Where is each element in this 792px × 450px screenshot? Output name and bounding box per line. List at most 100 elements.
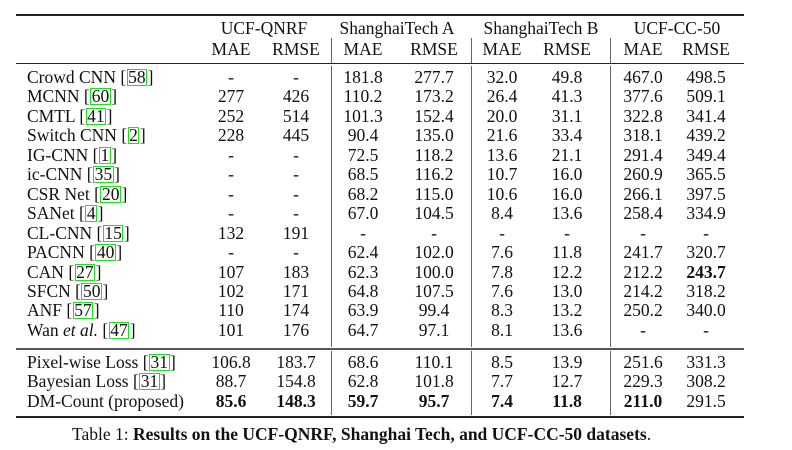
table-cell: 341.4: [686, 105, 726, 126]
table-cell: 7.6: [491, 242, 513, 263]
table-cell: -: [228, 164, 234, 185]
table-cell: 68.5: [347, 164, 379, 185]
table-cell: -: [293, 164, 299, 185]
method-label: Wan: [27, 319, 59, 340]
column-divider: [610, 351, 612, 415]
table-cell: 445: [282, 125, 310, 146]
table-cell: 68.6: [347, 352, 379, 372]
column-divider: [331, 38, 333, 63]
method-label: Bayesian Loss: [27, 371, 129, 392]
table-cell: 16.0: [551, 164, 583, 185]
table-cell: 183.7: [276, 352, 316, 372]
table-cell: 260.9: [623, 164, 663, 185]
table-cell: -: [703, 222, 709, 243]
citation-link[interactable]: 31: [139, 371, 160, 392]
citation-link[interactable]: 35: [93, 164, 114, 185]
table-cell: 116.2: [414, 164, 454, 185]
method-label: CL-CNN: [27, 222, 93, 243]
method-label: MCNN: [27, 86, 80, 107]
citation-link[interactable]: 20: [100, 183, 121, 204]
table-cell: 7.8: [491, 261, 513, 282]
method-name: MCNN [60]: [27, 86, 118, 107]
citation-link[interactable]: 15: [102, 222, 124, 243]
citation-link[interactable]: 60: [90, 86, 111, 107]
table-cell: 107: [217, 261, 245, 282]
table-cell: 104.5: [414, 203, 454, 224]
method-name: Switch CNN [2]: [27, 125, 146, 146]
table-cell: 85.6: [215, 390, 247, 411]
table-cell: 49.8: [551, 67, 583, 87]
citation-link[interactable]: 41: [85, 105, 107, 126]
table-cell: -: [293, 183, 299, 204]
table-cell: 191: [282, 222, 310, 243]
table-cell: 8.1: [491, 319, 513, 340]
table-cell: 8.3: [491, 300, 513, 321]
citation-link[interactable]: 47: [108, 319, 130, 340]
caption-text: Results on the UCF-QNRF, Shanghai Tech, …: [132, 424, 647, 444]
citation-link[interactable]: 1: [98, 144, 111, 165]
method-label: Switch CNN: [27, 125, 122, 146]
table-cell: -: [228, 67, 234, 87]
table-cell: 59.7: [347, 390, 379, 411]
citation-link[interactable]: 2: [127, 125, 140, 146]
table-cell: 334.9: [686, 203, 726, 224]
table-cell: 152.4: [414, 105, 454, 126]
table-cell: 320.7: [686, 242, 726, 263]
table-cell: 365.5: [686, 164, 726, 185]
table-cell: 33.4: [551, 125, 583, 146]
citation-link[interactable]: 31: [149, 352, 170, 372]
table-cell: 250.2: [623, 300, 663, 321]
table-cell: 331.3: [686, 352, 726, 372]
table-cell: 173.2: [414, 86, 454, 107]
table-cell: 258.4: [623, 203, 663, 224]
method-label: SANet: [27, 203, 75, 224]
table-cell: -: [228, 144, 234, 165]
table-cell: 397.5: [686, 183, 726, 204]
table-cell: 101: [217, 319, 245, 340]
column-divider: [471, 351, 473, 415]
table-cell: 11.8: [552, 242, 582, 263]
table-cell: 64.7: [347, 319, 379, 340]
metric-header: MAE: [211, 39, 251, 59]
table-cell: 68.2: [347, 183, 379, 204]
table-cell: 10.6: [486, 183, 518, 204]
table-cell: 99.4: [418, 300, 450, 321]
citation-link[interactable]: 50: [81, 280, 102, 301]
table-cell: 97.1: [418, 319, 450, 340]
table-cell: -: [640, 222, 646, 243]
table-cell: 211.0: [623, 390, 663, 411]
table-cell: 21.6: [486, 125, 518, 146]
metric-header: RMSE: [543, 39, 591, 59]
method-name: SFCN [50]: [27, 280, 109, 301]
top-rule: [16, 14, 744, 16]
table-cell: 243.7: [686, 261, 726, 282]
method-name: CL-CNN [15]: [27, 222, 130, 243]
table-cell: 12.2: [551, 261, 583, 282]
table-cell: 291.4: [623, 144, 663, 165]
metric-header: RMSE: [272, 39, 320, 59]
metric-header: RMSE: [410, 39, 458, 59]
header-rule: [16, 63, 744, 65]
table-cell: 8.4: [491, 203, 513, 224]
table-cell: 13.0: [551, 280, 583, 301]
table-cell: 110.2: [343, 86, 383, 107]
table-cell: 31.1: [551, 105, 583, 126]
column-divider: [610, 66, 612, 347]
table-cell: 251.6: [623, 352, 663, 372]
citation-link[interactable]: 57: [72, 300, 94, 321]
citation-link[interactable]: 58: [126, 67, 148, 87]
table-cell: 322.8: [623, 105, 663, 126]
column-divider: [610, 38, 612, 63]
column-divider: [471, 38, 473, 63]
citation-link[interactable]: 4: [85, 203, 98, 224]
table-cell: 241.7: [623, 242, 663, 263]
dataset-header: ShanghaiTech A: [339, 18, 455, 38]
method-name: SANet [4]: [27, 203, 104, 224]
citation-link[interactable]: 27: [74, 261, 96, 282]
table-cell: 12.7: [551, 371, 583, 392]
method-label: Pixel-wise Loss: [27, 352, 139, 372]
table-cell: 176: [282, 319, 310, 340]
table-cell: 154.8: [276, 371, 316, 392]
citation-link[interactable]: 40: [95, 242, 116, 263]
table-cell: 439.2: [686, 125, 726, 146]
